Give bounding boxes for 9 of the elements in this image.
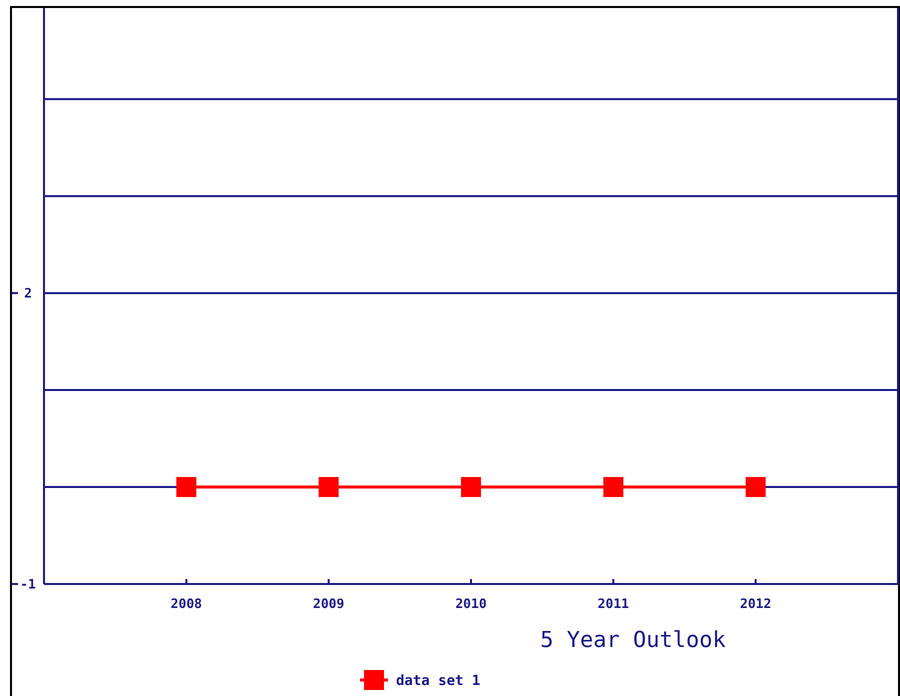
x-tick-label: 2009	[313, 597, 344, 612]
y-tick-label: 2	[24, 286, 32, 302]
legend-label: data set 1	[396, 672, 480, 689]
y-tick-label: -1	[20, 578, 36, 593]
x-axis-title: 5 Year Outlook	[540, 628, 726, 653]
x-tick-label: 2012	[740, 597, 772, 612]
x-tick-label: 2010	[455, 597, 487, 612]
x-tick-label: 2011	[598, 597, 630, 612]
x-tick-label: 2008	[170, 597, 202, 612]
